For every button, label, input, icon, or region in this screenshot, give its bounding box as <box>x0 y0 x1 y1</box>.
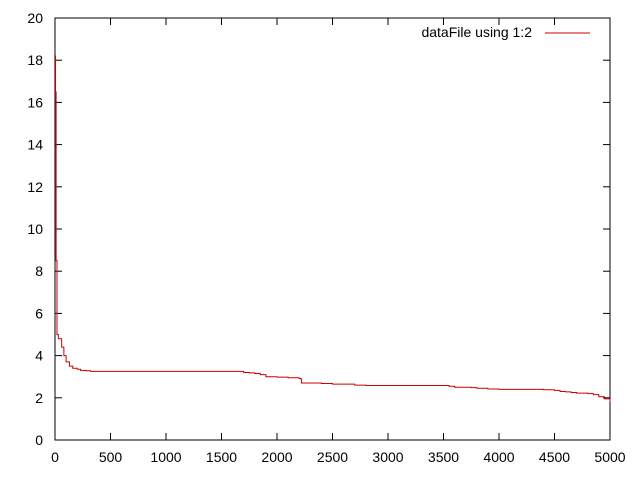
y-tick-label: 6 <box>35 305 43 321</box>
axis-tick-labels: 0 500 1000 1500 2000 2500 3000 3500 4000 4500 5000… <box>27 10 625 465</box>
x-tick-label: 5000 <box>594 449 625 465</box>
x-tick-label: 2500 <box>317 449 348 465</box>
axis-ticks <box>54 17 611 441</box>
y-tick-label: 16 <box>27 94 43 110</box>
y-tick-label: 20 <box>27 10 43 26</box>
x-tick-label: 3000 <box>372 449 403 465</box>
legend-label: dataFile using 1:2 <box>421 24 532 40</box>
x-tick-label: 500 <box>99 449 123 465</box>
x-tick-label: 3500 <box>428 449 459 465</box>
plot-frame <box>54 17 611 441</box>
legend: dataFile using 1:2 <box>421 24 590 40</box>
y-tick-label: 12 <box>27 179 43 195</box>
y-tick-label: 14 <box>27 137 43 153</box>
x-tick-label: 0 <box>51 449 59 465</box>
series-line <box>55 55 611 403</box>
y-tick-label: 8 <box>35 263 43 279</box>
series-group <box>55 55 611 403</box>
x-tick-label: 4000 <box>483 449 514 465</box>
x-tick-label: 1500 <box>206 449 237 465</box>
y-tick-label: 2 <box>35 390 43 406</box>
y-tick-label: 4 <box>35 348 43 364</box>
y-tick-label: 0 <box>35 432 43 448</box>
y-tick-label: 18 <box>27 52 43 68</box>
x-tick-label: 1000 <box>150 449 181 465</box>
x-tick-label: 2000 <box>261 449 292 465</box>
x-tick-label: 4500 <box>539 449 570 465</box>
y-tick-label: 10 <box>27 221 43 237</box>
